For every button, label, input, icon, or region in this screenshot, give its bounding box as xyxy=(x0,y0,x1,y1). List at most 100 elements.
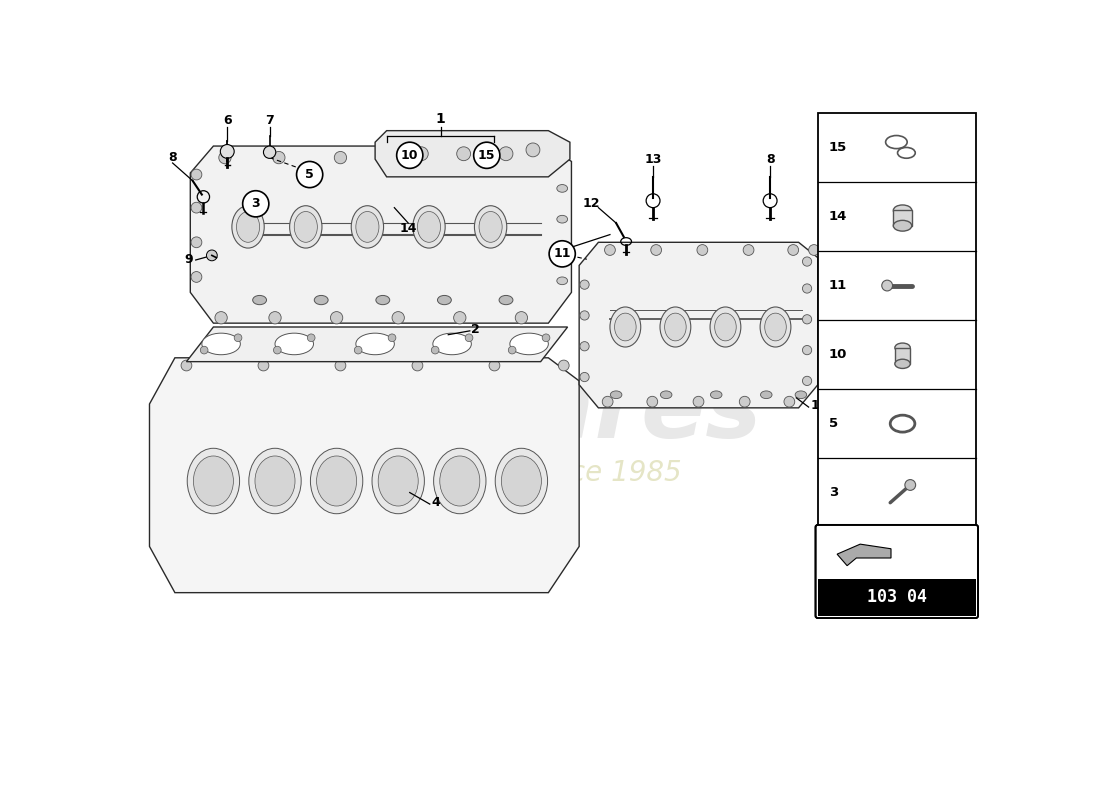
Ellipse shape xyxy=(609,307,640,347)
Ellipse shape xyxy=(760,391,772,398)
Ellipse shape xyxy=(764,313,786,341)
Circle shape xyxy=(803,346,812,354)
Circle shape xyxy=(784,396,794,407)
FancyBboxPatch shape xyxy=(815,525,978,618)
Ellipse shape xyxy=(715,313,736,341)
Circle shape xyxy=(334,151,346,164)
Text: 1: 1 xyxy=(810,399,818,412)
Ellipse shape xyxy=(355,211,378,242)
Circle shape xyxy=(191,237,202,248)
Circle shape xyxy=(803,257,812,266)
Ellipse shape xyxy=(610,391,621,398)
Circle shape xyxy=(207,250,218,261)
Circle shape xyxy=(693,396,704,407)
Circle shape xyxy=(465,334,473,342)
Text: 103 04: 103 04 xyxy=(867,588,927,606)
Text: 14: 14 xyxy=(828,210,847,223)
Circle shape xyxy=(458,151,470,164)
Text: 8: 8 xyxy=(168,151,177,164)
Ellipse shape xyxy=(502,456,541,506)
Bar xyxy=(893,210,912,226)
Ellipse shape xyxy=(711,307,741,347)
Circle shape xyxy=(550,151,562,164)
Circle shape xyxy=(519,151,531,164)
Circle shape xyxy=(354,346,362,354)
Circle shape xyxy=(580,373,590,382)
Polygon shape xyxy=(580,242,818,408)
Circle shape xyxy=(268,311,282,324)
Circle shape xyxy=(200,346,208,354)
Circle shape xyxy=(474,142,499,168)
Circle shape xyxy=(490,360,499,371)
Ellipse shape xyxy=(795,391,806,398)
Text: 9: 9 xyxy=(184,253,192,266)
Circle shape xyxy=(808,245,820,255)
Ellipse shape xyxy=(499,295,513,305)
Text: 3: 3 xyxy=(828,486,838,499)
Ellipse shape xyxy=(310,448,363,514)
Text: 6: 6 xyxy=(223,114,232,127)
Circle shape xyxy=(297,162,322,188)
Text: 15: 15 xyxy=(478,149,495,162)
Bar xyxy=(818,578,976,616)
Ellipse shape xyxy=(378,456,418,506)
Circle shape xyxy=(219,151,231,164)
Ellipse shape xyxy=(356,333,395,354)
Circle shape xyxy=(396,151,408,164)
Ellipse shape xyxy=(660,307,691,347)
Circle shape xyxy=(605,245,615,255)
Ellipse shape xyxy=(187,448,240,514)
Ellipse shape xyxy=(474,206,507,248)
Ellipse shape xyxy=(315,295,328,305)
Ellipse shape xyxy=(557,277,568,285)
Ellipse shape xyxy=(376,295,389,305)
Circle shape xyxy=(549,241,575,267)
Text: a passion for parts since 1985: a passion for parts since 1985 xyxy=(262,459,681,487)
Ellipse shape xyxy=(351,206,384,248)
Ellipse shape xyxy=(557,215,568,223)
Ellipse shape xyxy=(236,211,260,242)
Circle shape xyxy=(697,245,707,255)
Ellipse shape xyxy=(317,456,356,506)
Circle shape xyxy=(431,346,439,354)
Circle shape xyxy=(882,280,892,291)
Circle shape xyxy=(307,334,315,342)
Ellipse shape xyxy=(249,448,301,514)
Circle shape xyxy=(336,360,345,371)
Circle shape xyxy=(274,346,282,354)
Text: 5: 5 xyxy=(306,168,313,181)
Circle shape xyxy=(243,190,268,217)
Circle shape xyxy=(415,147,428,161)
Circle shape xyxy=(258,360,268,371)
Polygon shape xyxy=(837,544,891,566)
Ellipse shape xyxy=(433,333,472,354)
Ellipse shape xyxy=(664,313,686,341)
Ellipse shape xyxy=(289,206,322,248)
Ellipse shape xyxy=(480,211,502,242)
Text: 2: 2 xyxy=(472,323,480,336)
Text: 1: 1 xyxy=(436,112,446,126)
Circle shape xyxy=(651,245,661,255)
Circle shape xyxy=(191,169,202,180)
Circle shape xyxy=(214,311,228,324)
Ellipse shape xyxy=(557,185,568,192)
Circle shape xyxy=(803,284,812,293)
Circle shape xyxy=(515,311,528,324)
Circle shape xyxy=(744,245,754,255)
Ellipse shape xyxy=(557,246,568,254)
Ellipse shape xyxy=(893,205,912,216)
Text: 4: 4 xyxy=(431,496,440,509)
Text: 5: 5 xyxy=(828,417,838,430)
Ellipse shape xyxy=(615,313,636,341)
Text: 11: 11 xyxy=(828,279,847,292)
Circle shape xyxy=(788,245,799,255)
Circle shape xyxy=(220,145,234,158)
Circle shape xyxy=(499,147,513,161)
Text: 10: 10 xyxy=(402,149,418,162)
Text: 15: 15 xyxy=(828,141,847,154)
Circle shape xyxy=(739,396,750,407)
Ellipse shape xyxy=(372,448,425,514)
Ellipse shape xyxy=(275,333,314,354)
Text: 11: 11 xyxy=(553,247,571,260)
Circle shape xyxy=(542,334,550,342)
